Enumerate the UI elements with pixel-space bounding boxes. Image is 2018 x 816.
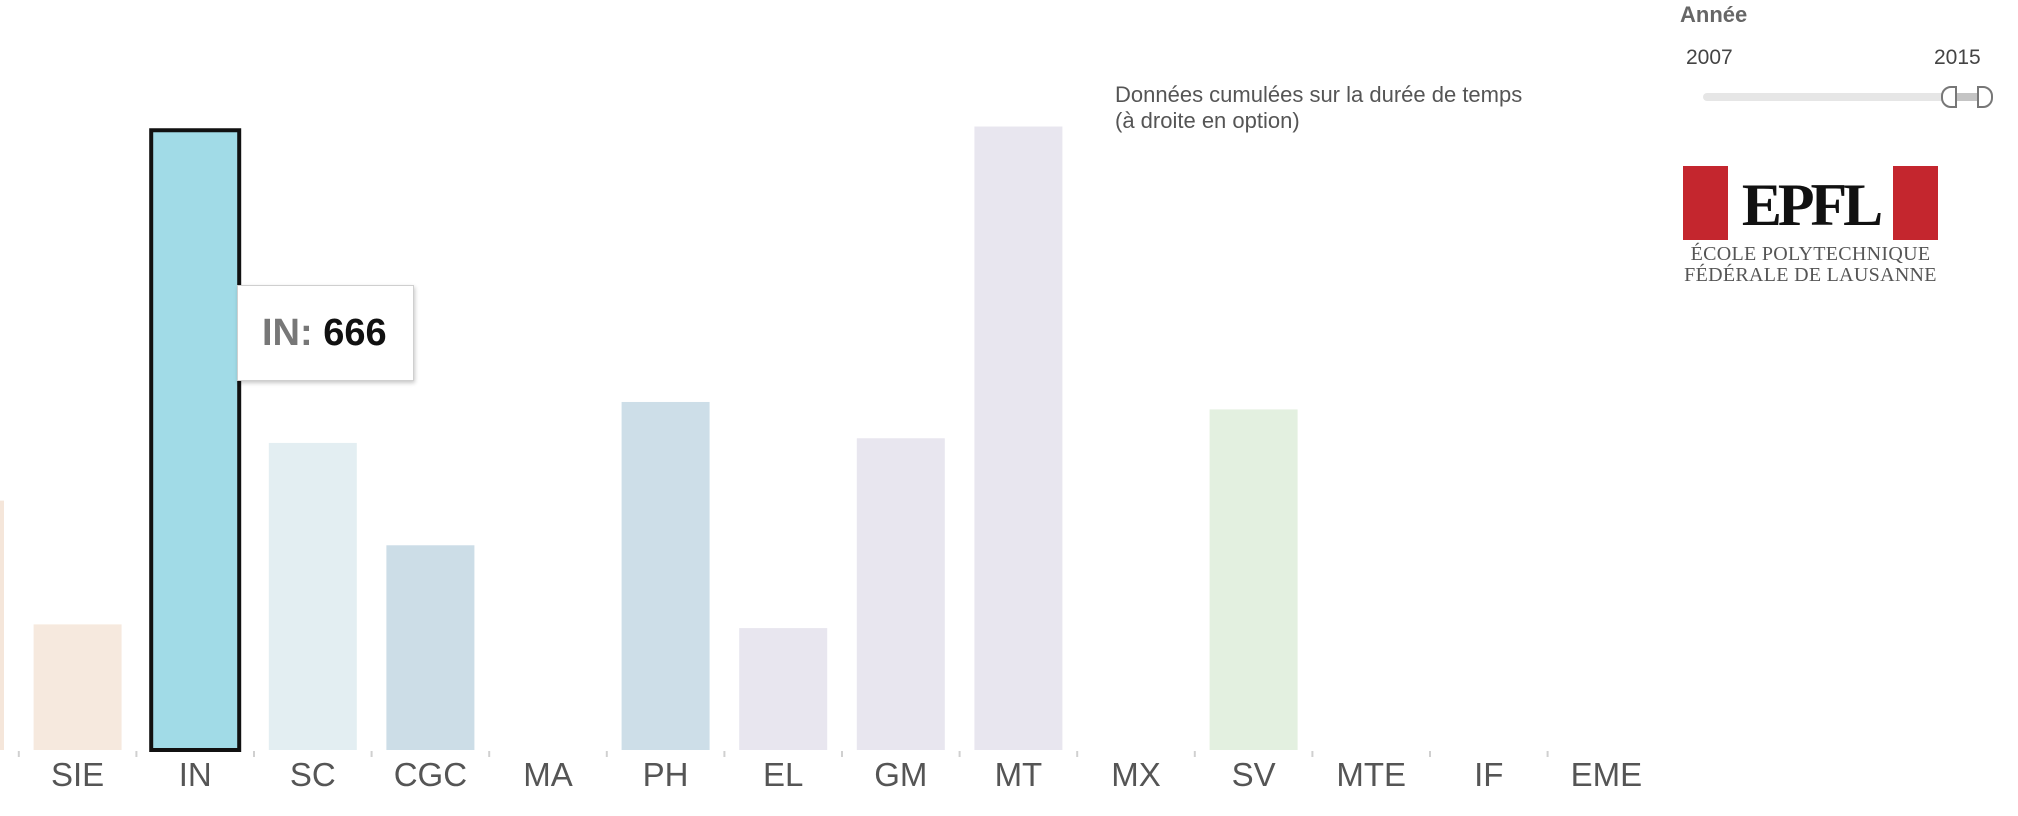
slider-handle-start[interactable] [1940,86,1957,108]
bar-in[interactable] [149,128,242,752]
bar-cgc[interactable] [386,545,475,750]
x-tick-label-mte: MTE [1336,756,1406,793]
year-range-min: 2007 [1686,46,1733,69]
tooltip-category: IN: [262,312,313,354]
year-range-max: 2015 [1934,46,1981,69]
x-tick-label-sie: SIE [51,756,104,793]
x-tick-label-ma: MA [523,756,573,793]
x-tick-label-in: IN [179,756,212,793]
slider-selected-range [1956,93,1977,101]
bar-ph[interactable] [621,401,710,750]
slider-handle-end[interactable] [1977,86,1993,108]
x-tick-label-cgc: CGC [394,756,467,793]
epfl-logo-text: ÉCOLE POLYTECHNIQUE FÉDÉRALE DE LAUSANNE [1684,243,1937,286]
bar-chart: SIE IN SC CGC MA PH EL GM MT MX SV MTE IF EME [0,126,1643,793]
epfl-logo-mark: EPFL [1683,166,1938,240]
slider-track [1703,93,1993,101]
tooltip-value: 666 [323,312,387,354]
bar-sc[interactable] [268,442,357,750]
bar-partial-0[interactable] [0,500,4,750]
x-tick-label-gm: GM [874,756,927,793]
x-tick-label-mx: MX [1111,756,1161,793]
x-tick-label-el: EL [763,756,803,793]
x-tick-label-if: IF [1474,756,1503,793]
year-range-slider[interactable] [1703,86,1993,108]
x-tick-label-ph: PH [643,756,689,793]
bar-sie[interactable] [33,624,122,750]
bar-sv[interactable] [1209,409,1298,750]
x-tick-label-eme: EME [1571,756,1643,793]
bar-tooltip: IN: 666 [237,285,414,381]
year-filter-title: Année [1680,2,1748,27]
bar-mt[interactable] [974,126,1063,751]
bar-el[interactable] [739,628,828,750]
epfl-logo: EPFL ÉCOLE POLYTECHNIQUE FÉDÉRALE DE LAU… [1683,166,1938,286]
cumulative-data-note: Données cumulées sur la durée de temps (… [1115,82,1523,133]
x-tick-label-sv: SV [1232,756,1276,793]
bar-gm[interactable] [856,438,945,750]
x-tick-label-mt: MT [995,756,1043,793]
x-tick-label-sc: SC [290,756,336,793]
